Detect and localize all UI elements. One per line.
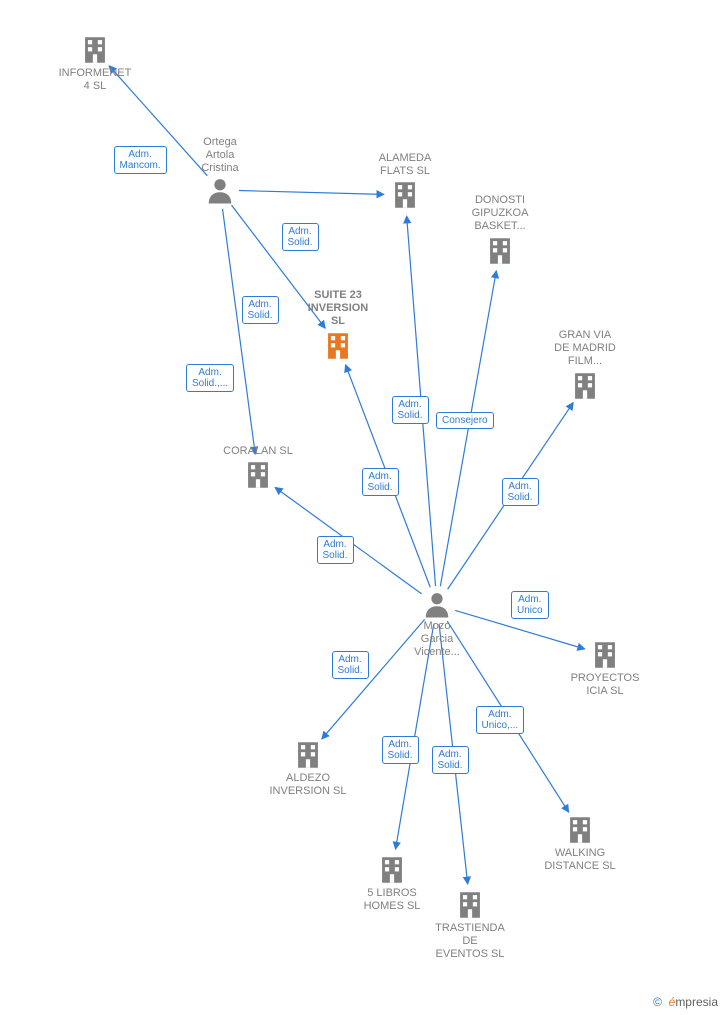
- building-icon: [425, 888, 515, 922]
- node-alameda[interactable]: ALAMEDA FLATS SL: [360, 152, 450, 212]
- node-label: 5 LIBROS HOMES SL: [347, 887, 437, 913]
- building-icon: [560, 638, 650, 672]
- node-label: PROYECTOS ICIA SL: [560, 672, 650, 698]
- node-ortega[interactable]: Ortega Artola Cristina: [175, 136, 265, 206]
- building-icon: [263, 738, 353, 772]
- node-label: CORALAN SL: [213, 445, 303, 458]
- node-granvia[interactable]: GRAN VIA DE MADRID FILM...: [540, 329, 630, 403]
- node-donosti[interactable]: DONOSTI GIPUZKOA BASKET...: [455, 194, 545, 268]
- node-cinco[interactable]: 5 LIBROS HOMES SL: [347, 853, 437, 913]
- node-label: Ortega Artola Cristina: [175, 136, 265, 176]
- node-informenet[interactable]: INFORMENET 4 SL: [50, 33, 140, 93]
- building-icon: [293, 329, 383, 363]
- node-label: ALDEZO INVERSION SL: [263, 772, 353, 798]
- building-icon: [213, 458, 303, 492]
- footer-brand: © émpresia: [653, 995, 718, 1009]
- edge-label-mozo-cinco: Adm. Solid.: [382, 736, 419, 764]
- edge-label-mozo-donosti: Consejero: [436, 412, 494, 429]
- person-icon: [392, 590, 482, 620]
- edge-label-ortega-suite23: Adm. Solid.: [242, 296, 279, 324]
- building-icon: [535, 813, 625, 847]
- edge-label-mozo-coralan: Adm. Solid.: [317, 536, 354, 564]
- edge-label-mozo-walking: Adm. Unico,...: [476, 706, 525, 734]
- edge-label-ortega-coralan: Adm. Solid.,...: [186, 364, 234, 392]
- edge-label-mozo-alameda: Adm. Solid.: [392, 396, 429, 424]
- network-diagram: INFORMENET 4 SL Ortega Artola Cristina AL…: [0, 0, 728, 1015]
- copyright-symbol: ©: [653, 995, 662, 1009]
- edge-label-mozo-proyectos: Adm. Unico: [511, 591, 549, 619]
- node-label: DONOSTI GIPUZKOA BASKET...: [455, 194, 545, 234]
- node-label: SUITE 23 INVERSION SL: [293, 289, 383, 329]
- edge-label-ortega-alameda: Adm. Solid.: [282, 223, 319, 251]
- building-icon: [50, 33, 140, 67]
- node-label: WALKING DISTANCE SL: [535, 847, 625, 873]
- brand-rest: mpresia: [675, 995, 718, 1009]
- building-icon: [347, 853, 437, 887]
- edge-label-ortega-informenet: Adm. Mancom.: [114, 146, 167, 174]
- node-coralan[interactable]: CORALAN SL: [213, 445, 303, 492]
- edge-label-mozo-aldezo: Adm. Solid.: [332, 651, 369, 679]
- node-label: INFORMENET 4 SL: [50, 67, 140, 93]
- edge-label-mozo-trastienda: Adm. Solid.: [432, 746, 469, 774]
- node-suite23[interactable]: SUITE 23 INVERSION SL: [293, 289, 383, 363]
- node-aldezo[interactable]: ALDEZO INVERSION SL: [263, 738, 353, 798]
- building-icon: [540, 369, 630, 403]
- node-proyectos[interactable]: PROYECTOS ICIA SL: [560, 638, 650, 698]
- node-label: ALAMEDA FLATS SL: [360, 152, 450, 178]
- node-trastienda[interactable]: TRASTIENDA DE EVENTOS SL: [425, 888, 515, 962]
- node-label: TRASTIENDA DE EVENTOS SL: [425, 922, 515, 962]
- node-label: Mozo Garcia Vicente...: [392, 620, 482, 660]
- node-label: GRAN VIA DE MADRID FILM...: [540, 329, 630, 369]
- person-icon: [175, 176, 265, 206]
- node-mozo[interactable]: Mozo Garcia Vicente...: [392, 590, 482, 660]
- edge-label-mozo-suite23: Adm. Solid.: [362, 468, 399, 496]
- building-icon: [360, 178, 450, 212]
- node-walking[interactable]: WALKING DISTANCE SL: [535, 813, 625, 873]
- building-icon: [455, 234, 545, 268]
- edge-label-mozo-granvia: Adm. Solid.: [502, 478, 539, 506]
- edge-ortega-coralan: [223, 209, 256, 454]
